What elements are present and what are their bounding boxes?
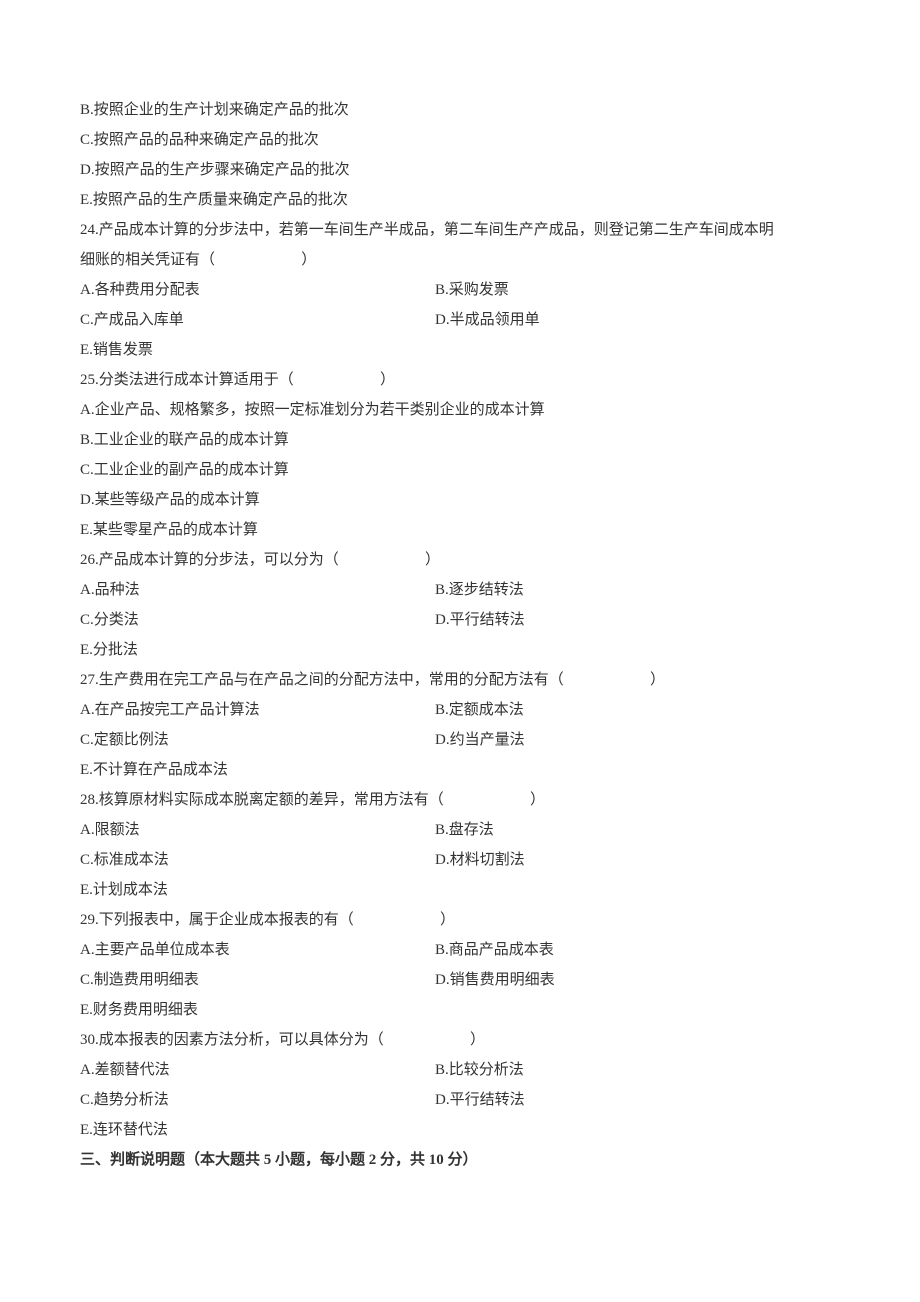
q28-option-c: C.标准成本法 xyxy=(80,845,435,875)
q24-row-cd: C.产成品入库单 D.半成品领用单 xyxy=(80,305,840,335)
q30-row-ab: A.差额替代法 B.比较分析法 xyxy=(80,1055,840,1085)
q26-option-c: C.分类法 xyxy=(80,605,435,635)
q26-option-b: B.逐步结转法 xyxy=(435,575,840,605)
q30-row-cd: C.趋势分析法 D.平行结转法 xyxy=(80,1085,840,1115)
q24-option-c: C.产成品入库单 xyxy=(80,305,435,335)
q28-row-cd: C.标准成本法 D.材料切割法 xyxy=(80,845,840,875)
q24-option-b: B.采购发票 xyxy=(435,275,840,305)
q29-option-c: C.制造费用明细表 xyxy=(80,965,435,995)
q25-option-d: D.某些等级产品的成本计算 xyxy=(80,485,840,515)
q25-option-e: E.某些零星产品的成本计算 xyxy=(80,515,840,545)
q24-stem-line2: 细账的相关凭证有（ ） xyxy=(80,245,840,275)
q27-option-d: D.约当产量法 xyxy=(435,725,840,755)
option-b-prev: B.按照企业的生产计划来确定产品的批次 xyxy=(80,95,840,125)
q28-option-a: A.限额法 xyxy=(80,815,435,845)
q25-option-a: A.企业产品、规格繁多，按照一定标准划分为若干类别企业的成本计算 xyxy=(80,395,840,425)
q30-stem: 30.成本报表的因素方法分析，可以具体分为（ ） xyxy=(80,1025,840,1055)
q30-option-d: D.平行结转法 xyxy=(435,1085,840,1115)
q29-row-cd: C.制造费用明细表 D.销售费用明细表 xyxy=(80,965,840,995)
q24-option-d: D.半成品领用单 xyxy=(435,305,840,335)
q30-option-a: A.差额替代法 xyxy=(80,1055,435,1085)
q28-option-e: E.计划成本法 xyxy=(80,875,840,905)
q28-option-b: B.盘存法 xyxy=(435,815,840,845)
q28-option-d: D.材料切割法 xyxy=(435,845,840,875)
q29-row-ab: A.主要产品单位成本表 B.商品产品成本表 xyxy=(80,935,840,965)
option-c-prev: C.按照产品的品种来确定产品的批次 xyxy=(80,125,840,155)
q28-row-ab: A.限额法 B.盘存法 xyxy=(80,815,840,845)
q28-stem: 28.核算原材料实际成本脱离定额的差异，常用方法有（ ） xyxy=(80,785,840,815)
q26-row-ab: A.品种法 B.逐步结转法 xyxy=(80,575,840,605)
q25-stem: 25.分类法进行成本计算适用于（ ） xyxy=(80,365,840,395)
q26-option-a: A.品种法 xyxy=(80,575,435,605)
q27-option-b: B.定额成本法 xyxy=(435,695,840,725)
q29-option-b: B.商品产品成本表 xyxy=(435,935,840,965)
q24-stem-line1: 24.产品成本计算的分步法中，若第一车间生产半成品，第二车间生产产成品，则登记第… xyxy=(80,215,840,245)
q26-option-e: E.分批法 xyxy=(80,635,840,665)
q27-option-c: C.定额比例法 xyxy=(80,725,435,755)
q25-option-c: C.工业企业的副产品的成本计算 xyxy=(80,455,840,485)
option-d-prev: D.按照产品的生产步骤来确定产品的批次 xyxy=(80,155,840,185)
q30-option-c: C.趋势分析法 xyxy=(80,1085,435,1115)
q26-stem: 26.产品成本计算的分步法，可以分为（ ） xyxy=(80,545,840,575)
q29-stem: 29.下列报表中，属于企业成本报表的有（ ） xyxy=(80,905,840,935)
section-3-heading: 三、判断说明题（本大题共 5 小题，每小题 2 分，共 10 分） xyxy=(80,1145,840,1175)
q26-option-d: D.平行结转法 xyxy=(435,605,840,635)
q27-stem: 27.生产费用在完工产品与在产品之间的分配方法中，常用的分配方法有（ ） xyxy=(80,665,840,695)
q24-option-e: E.销售发票 xyxy=(80,335,840,365)
q27-row-cd: C.定额比例法 D.约当产量法 xyxy=(80,725,840,755)
exam-page: B.按照企业的生产计划来确定产品的批次 C.按照产品的品种来确定产品的批次 D.… xyxy=(0,0,920,1302)
q27-option-a: A.在产品按完工产品计算法 xyxy=(80,695,435,725)
q24-row-ab: A.各种费用分配表 B.采购发票 xyxy=(80,275,840,305)
option-e-prev: E.按照产品的生产质量来确定产品的批次 xyxy=(80,185,840,215)
q27-row-ab: A.在产品按完工产品计算法 B.定额成本法 xyxy=(80,695,840,725)
q30-option-e: E.连环替代法 xyxy=(80,1115,840,1145)
q26-row-cd: C.分类法 D.平行结转法 xyxy=(80,605,840,635)
q29-option-e: E.财务费用明细表 xyxy=(80,995,840,1025)
q27-option-e: E.不计算在产品成本法 xyxy=(80,755,840,785)
q24-option-a: A.各种费用分配表 xyxy=(80,275,435,305)
q29-option-d: D.销售费用明细表 xyxy=(435,965,840,995)
q25-option-b: B.工业企业的联产品的成本计算 xyxy=(80,425,840,455)
q30-option-b: B.比较分析法 xyxy=(435,1055,840,1085)
q29-option-a: A.主要产品单位成本表 xyxy=(80,935,435,965)
